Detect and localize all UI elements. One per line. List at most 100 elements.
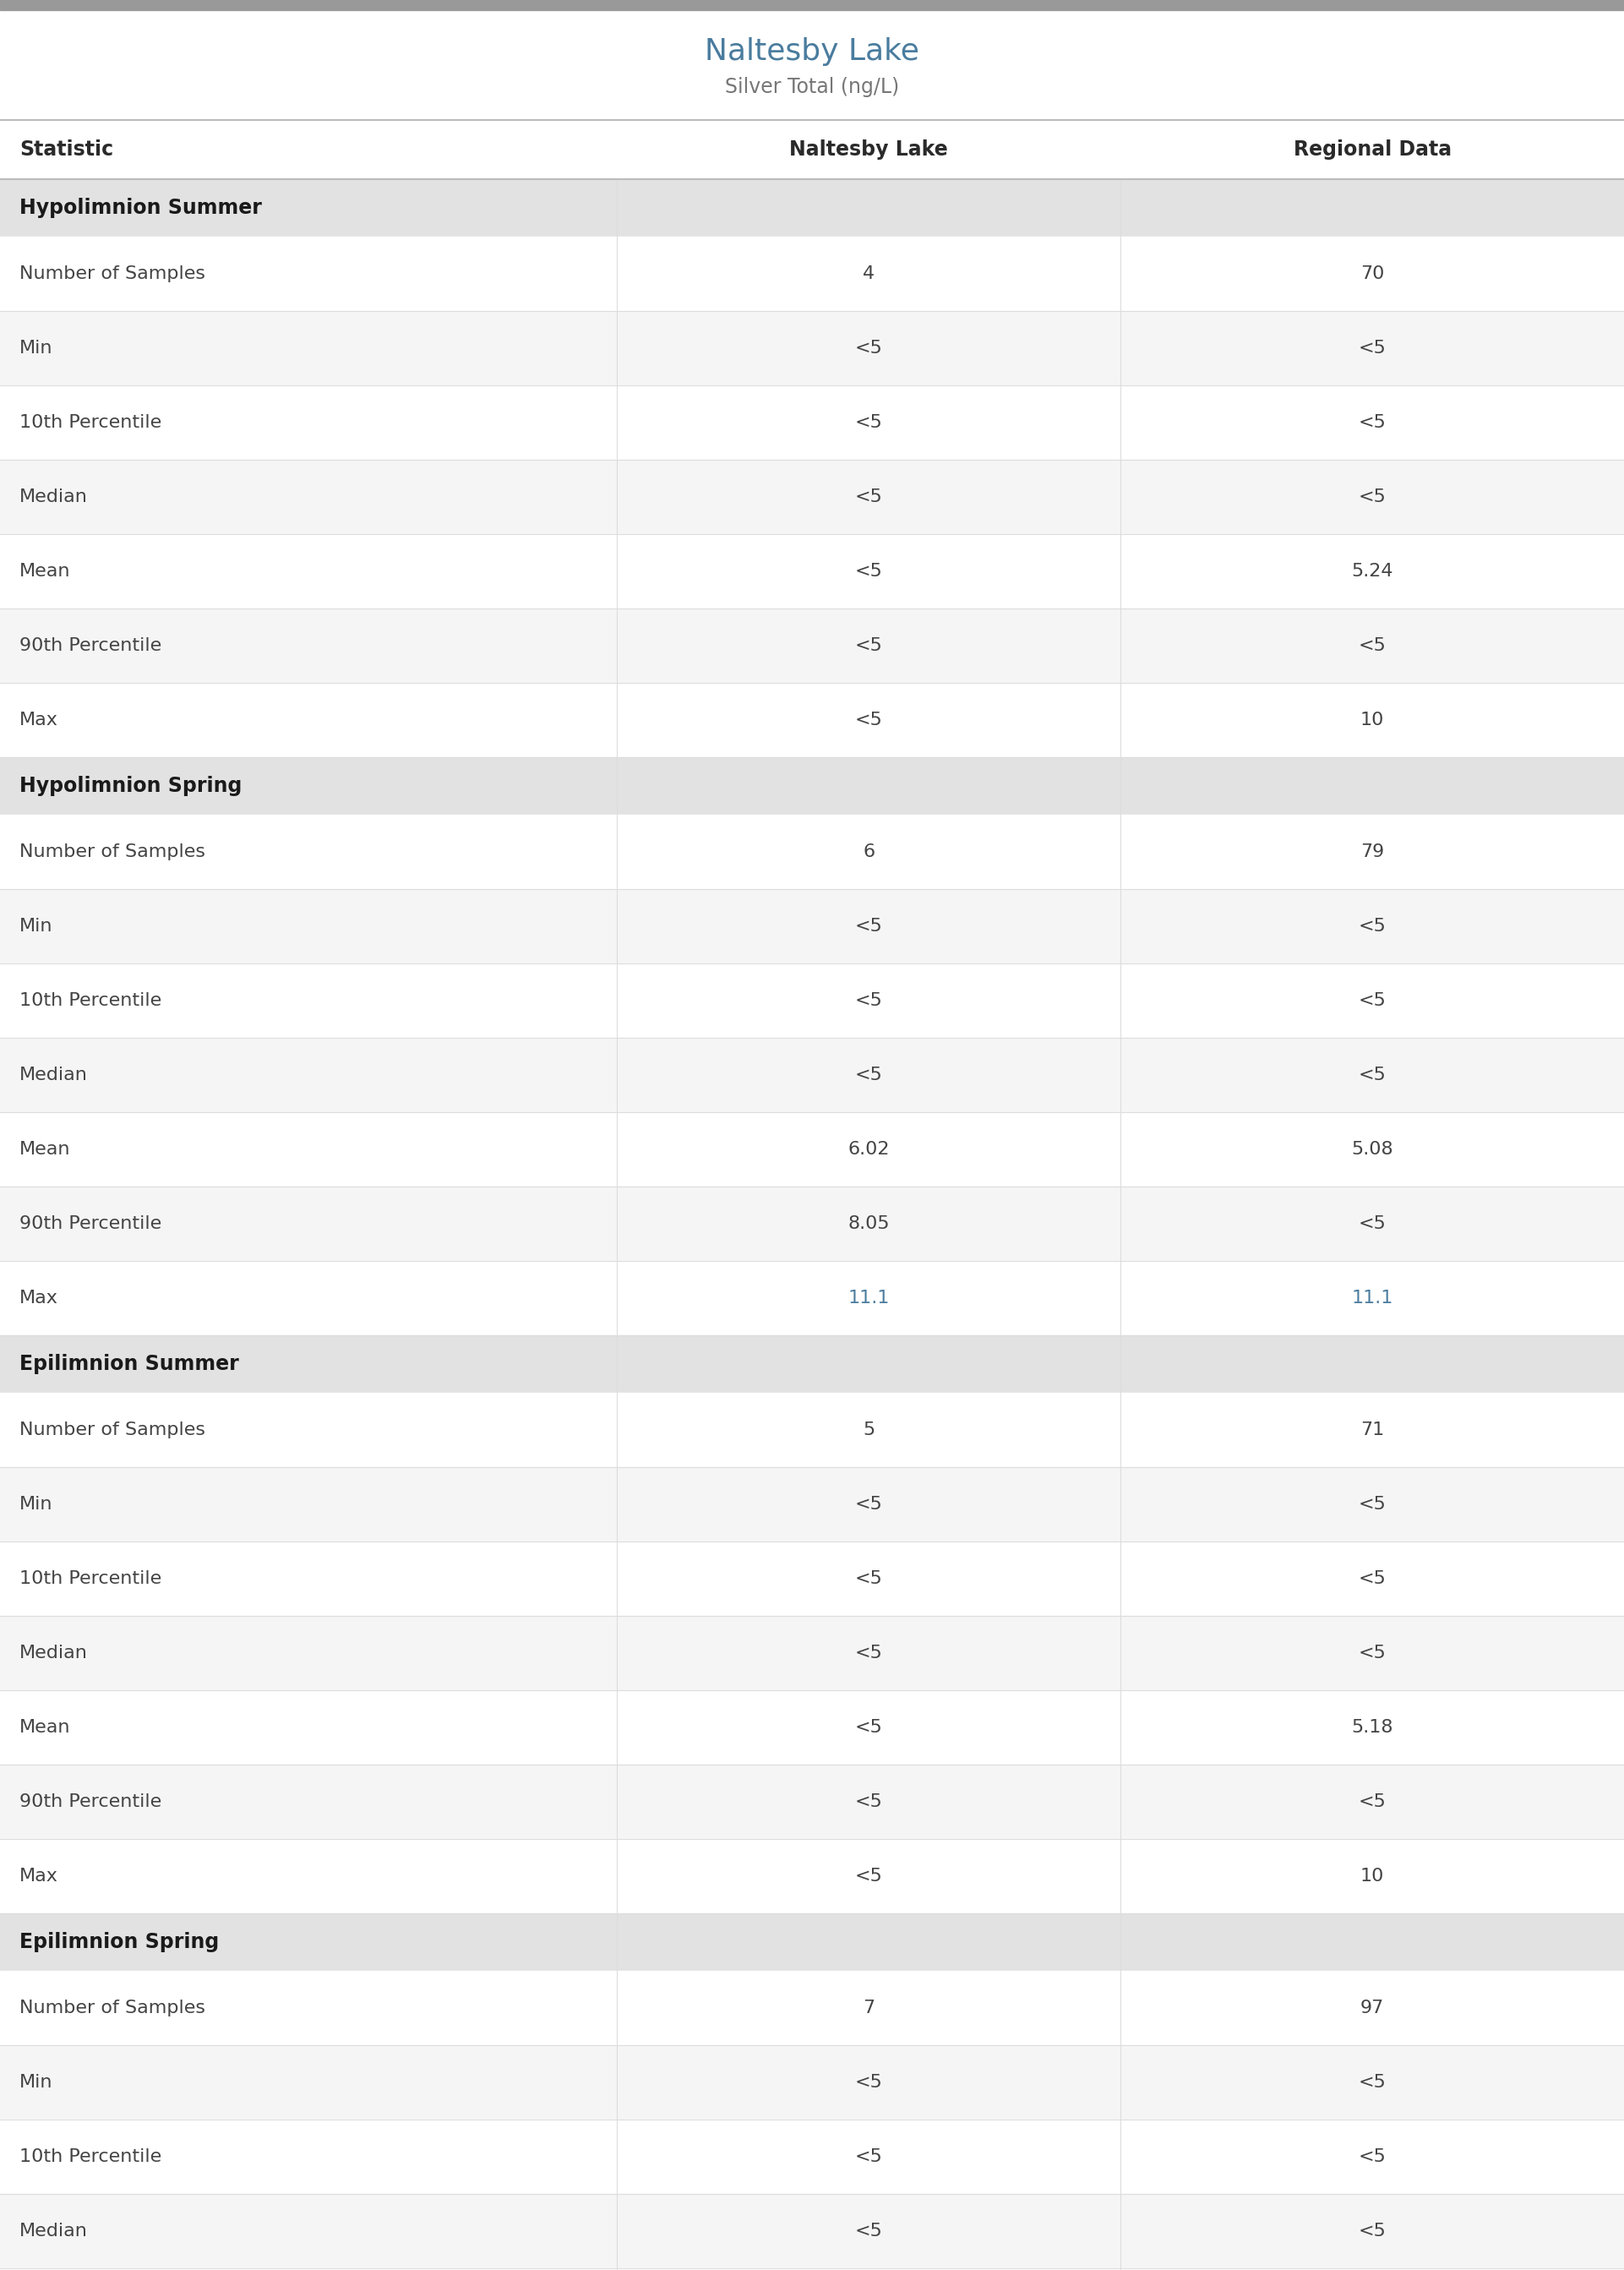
Text: Median: Median <box>19 1643 88 1662</box>
Text: Median: Median <box>19 2222 88 2240</box>
Bar <box>0 1187 1624 1260</box>
Text: 8.05: 8.05 <box>848 1214 890 1233</box>
Text: Min: Min <box>19 340 54 356</box>
Bar <box>0 2120 1624 2193</box>
Bar <box>0 1764 1624 1839</box>
Text: 10: 10 <box>1361 1868 1384 1884</box>
Text: 10th Percentile: 10th Percentile <box>19 1571 162 1587</box>
Bar <box>0 386 1624 461</box>
Text: Max: Max <box>19 1289 58 1308</box>
Text: <5: <5 <box>854 2222 883 2240</box>
Text: <5: <5 <box>1358 1571 1387 1587</box>
Bar <box>0 1691 1624 1764</box>
Bar <box>0 608 1624 683</box>
Bar <box>0 236 1624 311</box>
Text: <5: <5 <box>854 992 883 1010</box>
Text: <5: <5 <box>854 413 883 431</box>
Text: 71: 71 <box>1361 1421 1384 1439</box>
Bar <box>0 461 1624 533</box>
Bar <box>0 1037 1624 1112</box>
Text: <5: <5 <box>1358 340 1387 356</box>
Text: 79: 79 <box>1361 844 1384 860</box>
Text: Min: Min <box>19 917 54 935</box>
Bar <box>0 311 1624 386</box>
Text: Min: Min <box>19 2075 54 2091</box>
Text: 10th Percentile: 10th Percentile <box>19 992 162 1010</box>
Bar <box>0 962 1624 1037</box>
Text: <5: <5 <box>854 488 883 506</box>
Bar <box>0 2193 1624 2268</box>
Text: <5: <5 <box>854 563 883 579</box>
Text: Median: Median <box>19 488 88 506</box>
Text: Hypolimnion Summer: Hypolimnion Summer <box>19 197 261 218</box>
Bar <box>0 1541 1624 1616</box>
Text: <5: <5 <box>854 1571 883 1587</box>
Bar <box>0 1394 1624 1466</box>
Text: <5: <5 <box>854 2147 883 2166</box>
Text: <5: <5 <box>854 1793 883 1809</box>
Text: 90th Percentile: 90th Percentile <box>19 1214 162 1233</box>
Text: Naltesby Lake: Naltesby Lake <box>705 39 919 66</box>
Text: <5: <5 <box>1358 2222 1387 2240</box>
Text: Naltesby Lake: Naltesby Lake <box>789 138 948 159</box>
Bar <box>0 1335 1624 1394</box>
Text: 90th Percentile: 90th Percentile <box>19 1793 162 1809</box>
Text: <5: <5 <box>854 2075 883 2091</box>
Bar <box>0 1260 1624 1335</box>
Text: <5: <5 <box>854 1868 883 1884</box>
Text: Mean: Mean <box>19 1718 70 1737</box>
Text: 10th Percentile: 10th Percentile <box>19 413 162 431</box>
Bar <box>0 533 1624 608</box>
Bar <box>0 1914 1624 1970</box>
Text: 7: 7 <box>862 2000 875 2016</box>
Text: 70: 70 <box>1361 266 1384 281</box>
Text: <5: <5 <box>1358 2147 1387 2166</box>
Bar <box>0 890 1624 962</box>
Text: 5.24: 5.24 <box>1351 563 1393 579</box>
Bar <box>0 1839 1624 1914</box>
Text: Epilimnion Spring: Epilimnion Spring <box>19 1932 219 1952</box>
Text: 5: 5 <box>862 1421 875 1439</box>
Text: <5: <5 <box>1358 1793 1387 1809</box>
Text: <5: <5 <box>1358 1067 1387 1083</box>
Text: Regional Data: Regional Data <box>1293 138 1452 159</box>
Text: <5: <5 <box>1358 488 1387 506</box>
Text: <5: <5 <box>1358 992 1387 1010</box>
Text: 11.1: 11.1 <box>1351 1289 1393 1308</box>
Text: Mean: Mean <box>19 563 70 579</box>
Text: Number of Samples: Number of Samples <box>19 2000 205 2016</box>
Text: Hypolimnion Spring: Hypolimnion Spring <box>19 776 242 797</box>
Text: 11.1: 11.1 <box>848 1289 890 1308</box>
Text: 10: 10 <box>1361 711 1384 729</box>
Text: 5.18: 5.18 <box>1351 1718 1393 1737</box>
Text: <5: <5 <box>1358 917 1387 935</box>
Bar <box>0 1616 1624 1691</box>
Bar <box>0 179 1624 236</box>
Bar <box>0 815 1624 890</box>
Text: <5: <5 <box>1358 638 1387 654</box>
Text: 97: 97 <box>1361 2000 1384 2016</box>
Bar <box>0 120 1624 179</box>
Text: <5: <5 <box>1358 413 1387 431</box>
Text: Number of Samples: Number of Samples <box>19 1421 205 1439</box>
Bar <box>0 2045 1624 2120</box>
Text: <5: <5 <box>1358 1643 1387 1662</box>
Text: <5: <5 <box>854 711 883 729</box>
Text: Number of Samples: Number of Samples <box>19 844 205 860</box>
Text: <5: <5 <box>854 917 883 935</box>
Text: <5: <5 <box>1358 1214 1387 1233</box>
Text: 90th Percentile: 90th Percentile <box>19 638 162 654</box>
Text: <5: <5 <box>854 1496 883 1512</box>
Bar <box>0 0 1624 9</box>
Text: <5: <5 <box>854 1718 883 1737</box>
Text: Statistic: Statistic <box>19 138 114 159</box>
Text: Silver Total (ng/L): Silver Total (ng/L) <box>724 77 900 98</box>
Text: Min: Min <box>19 1496 54 1512</box>
Text: 5.08: 5.08 <box>1351 1142 1393 1158</box>
Text: Max: Max <box>19 711 58 729</box>
Bar <box>0 1970 1624 2045</box>
Text: <5: <5 <box>854 1643 883 1662</box>
Text: <5: <5 <box>854 1067 883 1083</box>
Text: Max: Max <box>19 1868 58 1884</box>
Text: 10th Percentile: 10th Percentile <box>19 2147 162 2166</box>
